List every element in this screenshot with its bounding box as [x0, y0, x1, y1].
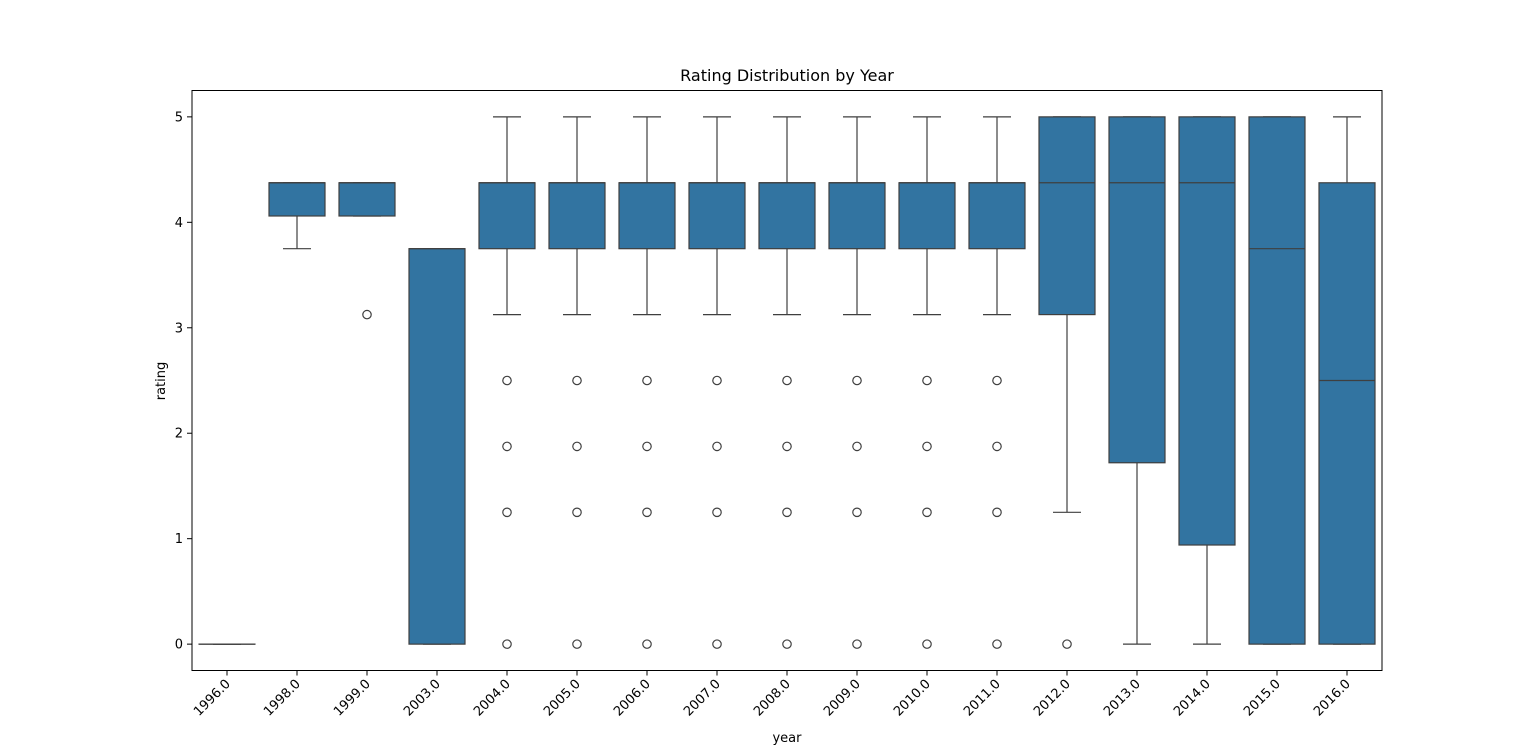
box-1999.0 [338, 182, 396, 320]
box-2006.0 [618, 116, 676, 649]
y-tick-label: 0 [175, 638, 183, 653]
outlier-point [572, 441, 582, 452]
outlier-point [712, 507, 722, 518]
outlier-point [712, 639, 722, 649]
outlier-point [502, 507, 512, 518]
box-2016.0 [1318, 116, 1376, 645]
box-iqr [618, 182, 676, 250]
outlier-point [502, 441, 512, 452]
box-2013.0 [1108, 116, 1166, 645]
x-axis: 1996.0 1998.0 1999.0 2003.0 2004.0 2005.0 2006… [191, 670, 1354, 720]
outlier-point [922, 507, 932, 518]
x-tick-label: 2011.0 [961, 677, 1004, 720]
box-iqr [548, 182, 606, 250]
outlier-point [992, 441, 1002, 452]
x-tick-label: 2015.0 [1241, 677, 1284, 720]
box-2003.0 [408, 248, 466, 645]
x-tick-label: 2010.0 [891, 677, 934, 720]
outlier-point [922, 375, 932, 386]
x-tick-label: 1996.0 [191, 677, 234, 720]
box-iqr [1108, 116, 1166, 464]
y-tick-label: 2 [175, 427, 183, 442]
x-tick-label: 2004.0 [471, 677, 514, 720]
x-tick-label: 2008.0 [751, 677, 794, 720]
box-2011.0 [968, 116, 1026, 649]
box-iqr [338, 182, 396, 217]
outlier-point [852, 441, 862, 452]
box-iqr [478, 182, 536, 250]
box-iqr [898, 182, 956, 250]
outlier-point [852, 639, 862, 649]
x-tick-label: 2016.0 [1311, 677, 1354, 720]
y-tick-label: 1 [175, 532, 183, 547]
outlier-point [992, 507, 1002, 518]
outlier-point [502, 375, 512, 386]
y-tick-label: 5 [175, 110, 183, 125]
outlier-point [852, 375, 862, 386]
box-iqr [1038, 116, 1096, 316]
outlier-point [922, 441, 932, 452]
x-tick-label: 2009.0 [821, 677, 864, 720]
box-2014.0 [1178, 116, 1236, 645]
outlier-point [712, 441, 722, 452]
outlier-point [712, 375, 722, 386]
outlier-point [782, 375, 792, 386]
x-tick-label: 2006.0 [611, 677, 654, 720]
box-iqr [1318, 182, 1376, 645]
outlier-point [922, 639, 932, 649]
x-tick-label: 1999.0 [331, 677, 374, 720]
outlier-point [572, 639, 582, 649]
box-iqr [828, 182, 886, 250]
outlier-point [362, 309, 372, 320]
outlier-point [642, 375, 652, 386]
outlier-point [782, 441, 792, 452]
box-2009.0 [828, 116, 886, 649]
outlier-point [502, 639, 512, 649]
y-axis: 0 1 2 3 4 5 [175, 110, 192, 653]
x-tick-label: 2007.0 [681, 677, 724, 720]
outlier-point [852, 507, 862, 518]
outlier-point [642, 507, 652, 518]
box-2005.0 [548, 116, 606, 649]
plot-area [198, 116, 1376, 649]
outlier-point [642, 639, 652, 649]
box-iqr [408, 248, 466, 645]
outlier-point [1062, 639, 1072, 649]
box-2010.0 [898, 116, 956, 649]
y-tick-label: 3 [175, 321, 183, 336]
box-iqr [1178, 116, 1236, 546]
outlier-point [782, 507, 792, 518]
outlier-point [992, 639, 1002, 649]
x-axis-label: year [772, 731, 802, 746]
y-axis-label: rating [154, 362, 169, 401]
x-tick-label: 2014.0 [1171, 677, 1214, 720]
box-2008.0 [758, 116, 816, 649]
box-1998.0 [268, 182, 326, 250]
outlier-point [572, 375, 582, 386]
outlier-point [572, 507, 582, 518]
box-2007.0 [688, 116, 746, 649]
box-iqr [968, 182, 1026, 250]
x-tick-label: 2005.0 [541, 677, 584, 720]
chart-title: Rating Distribution by Year [680, 66, 894, 85]
outlier-point [642, 441, 652, 452]
x-tick-label: 2013.0 [1101, 677, 1144, 720]
box-2004.0 [478, 116, 536, 649]
x-tick-label: 2003.0 [401, 677, 444, 720]
box-iqr [1248, 116, 1306, 645]
box-2012.0 [1038, 116, 1096, 649]
y-tick-label: 4 [175, 216, 183, 231]
outlier-point [992, 375, 1002, 386]
x-tick-label: 2012.0 [1031, 677, 1074, 720]
box-2015.0 [1248, 116, 1306, 645]
box-iqr [268, 182, 326, 217]
outlier-point [782, 639, 792, 649]
box-iqr [758, 182, 816, 250]
x-tick-label: 1998.0 [261, 677, 304, 720]
box-iqr [688, 182, 746, 250]
